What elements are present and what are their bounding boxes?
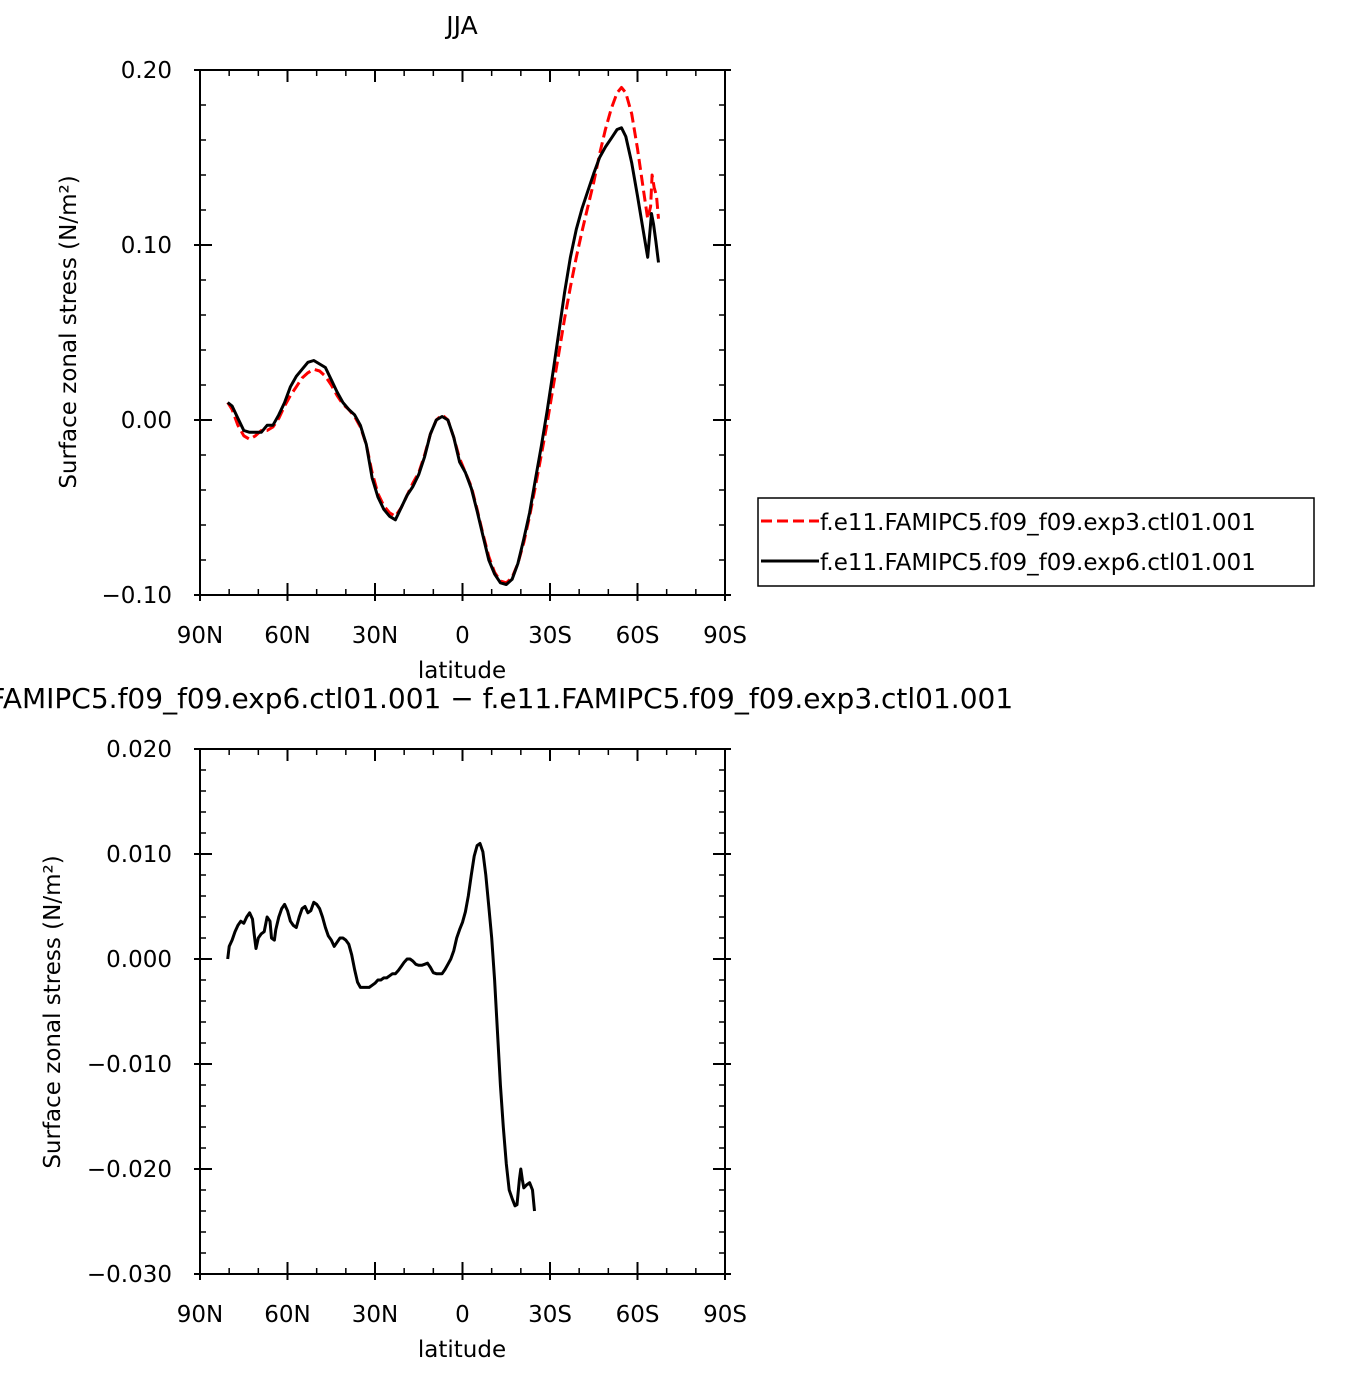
bottom-panel-lines: [226, 842, 536, 1212]
x-tick-label: 90S: [703, 623, 747, 649]
x-tick-label: 90N: [177, 1302, 223, 1328]
y-tick-label: 0.000: [106, 947, 172, 973]
y-tick-label: −0.020: [87, 1157, 172, 1183]
x-tick-label: 60N: [264, 623, 310, 649]
bottom-panel-xlabel: latitude: [418, 1337, 506, 1363]
legend-box: [757, 497, 1315, 587]
series-line-1: [226, 126, 660, 586]
x-tick-label: 30S: [528, 623, 572, 649]
x-tick-label: 0: [455, 1302, 470, 1328]
bottom-panel-title: f.e11.FAMIPC5.f09_f09.exp6.ctl01.001 − f…: [0, 682, 1013, 715]
x-tick-label: 60N: [264, 1302, 310, 1328]
legend-label-exp3: f.e11.FAMIPC5.f09_f09.exp3.ctl01.001: [820, 510, 1256, 536]
bottom-panel-ylabel: Surface zonal stress (N/m²): [40, 855, 66, 1168]
x-tick-label: 90N: [177, 623, 223, 649]
y-tick-label: 0.010: [106, 842, 172, 868]
top-panel-ticks: 90N 60N 30N 0 30S 60S 90S −0.10 0.00 0.10 0.20: [102, 58, 747, 649]
top-panel-ylabel: Surface zonal stress (N/m²): [56, 175, 82, 488]
x-tick-label: 60S: [616, 623, 660, 649]
bottom-panel-frame: [199, 748, 726, 1275]
series-line-0: [226, 86, 660, 585]
bottom-panel: f.e11.FAMIPC5.f09_f09.exp6.ctl01.001 − f…: [0, 682, 1013, 1363]
legend: f.e11.FAMIPC5.f09_f09.exp3.ctl01.001 f.e…: [757, 497, 1315, 587]
top-panel-frame: [199, 69, 726, 596]
y-tick-label: 0.00: [121, 408, 172, 434]
top-panel: JJA Surface zonal stress (N/m²) latitude…: [56, 11, 747, 684]
top-panel-lines: [226, 86, 660, 586]
y-tick-label: −0.030: [87, 1262, 172, 1288]
top-panel-title: JJA: [444, 11, 477, 40]
x-tick-label: 90S: [703, 1302, 747, 1328]
bottom-panel-ticks: 90N 60N 30N 0 30S 60S 90S −0.030 −0.020 −0.010 0.0…: [87, 737, 747, 1328]
x-tick-label: 60S: [616, 1302, 660, 1328]
y-tick-label: 0.020: [106, 737, 172, 763]
y-tick-label: −0.010: [87, 1052, 172, 1078]
series-line-0: [226, 842, 536, 1212]
x-tick-label: 0: [455, 623, 470, 649]
y-tick-label: 0.20: [121, 58, 172, 84]
top-panel-xlabel: latitude: [418, 658, 506, 684]
y-tick-label: −0.10: [102, 583, 172, 609]
y-tick-label: 0.10: [121, 233, 172, 259]
x-tick-label: 30N: [352, 623, 398, 649]
x-tick-label: 30N: [352, 1302, 398, 1328]
x-tick-label: 30S: [528, 1302, 572, 1328]
legend-label-exp6: f.e11.FAMIPC5.f09_f09.exp6.ctl01.001: [820, 550, 1256, 576]
